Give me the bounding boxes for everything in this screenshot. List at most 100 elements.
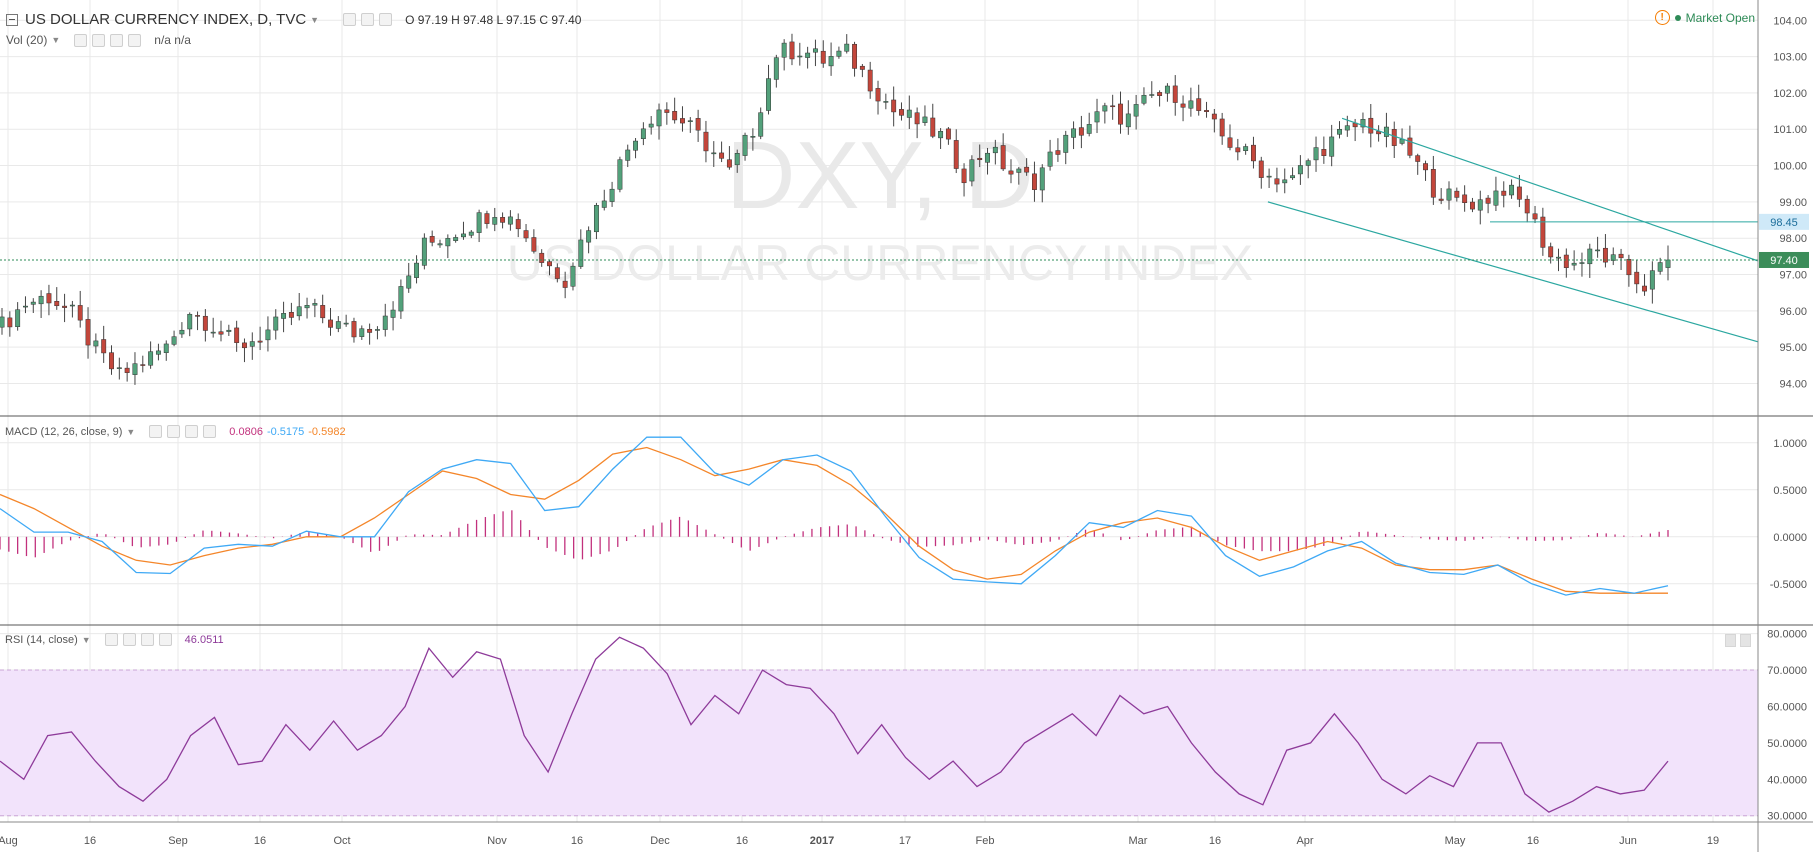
candle[interactable] — [1399, 128, 1405, 146]
candle[interactable] — [1501, 181, 1507, 208]
candle[interactable] — [1118, 91, 1123, 134]
candle[interactable] — [1172, 75, 1178, 116]
candle[interactable] — [625, 144, 631, 168]
candle[interactable] — [797, 42, 803, 66]
close-icon[interactable] — [379, 13, 393, 26]
candle[interactable] — [109, 345, 114, 375]
candle[interactable] — [1266, 168, 1272, 188]
candle[interactable] — [562, 271, 568, 299]
rsi-line[interactable] — [0, 636, 1669, 813]
candle[interactable] — [1125, 100, 1131, 135]
candle[interactable] — [1477, 190, 1483, 225]
candle[interactable] — [1493, 176, 1499, 211]
candle[interactable] — [116, 357, 122, 380]
candle[interactable] — [1094, 98, 1100, 134]
move-up-icon[interactable] — [1725, 634, 1736, 647]
chevron-down-icon[interactable]: ▼ — [51, 35, 61, 45]
candle[interactable] — [1524, 195, 1530, 223]
candle[interactable] — [1470, 197, 1475, 213]
candle[interactable] — [1462, 185, 1468, 212]
candle[interactable] — [281, 301, 287, 333]
candle[interactable] — [179, 322, 185, 338]
candle[interactable] — [304, 297, 310, 319]
candle[interactable] — [687, 117, 693, 133]
candle[interactable] — [1602, 234, 1608, 268]
candle[interactable] — [46, 284, 52, 316]
candle[interactable] — [773, 54, 779, 88]
candle[interactable] — [1610, 247, 1616, 266]
candle[interactable] — [140, 355, 146, 373]
chevron-down-icon[interactable]: ▼ — [81, 634, 91, 645]
candle[interactable] — [445, 234, 451, 259]
candle[interactable] — [453, 234, 459, 243]
candle[interactable] — [969, 155, 975, 187]
candle[interactable] — [844, 34, 850, 54]
candle[interactable] — [734, 149, 740, 173]
candle[interactable] — [374, 326, 380, 340]
candle[interactable] — [750, 128, 756, 151]
candle[interactable] — [961, 163, 967, 197]
candle[interactable] — [1383, 112, 1389, 148]
candle[interactable] — [945, 127, 951, 145]
chevron-down-icon[interactable]: ▼ — [126, 426, 136, 437]
candle[interactable] — [828, 42, 834, 76]
candle[interactable] — [1509, 179, 1515, 199]
candle[interactable] — [977, 144, 983, 168]
candle[interactable] — [867, 61, 873, 99]
candle[interactable] — [507, 210, 513, 231]
candle[interactable] — [930, 103, 936, 139]
candle[interactable] — [1563, 248, 1569, 278]
candle[interactable] — [539, 249, 545, 267]
candle[interactable] — [938, 128, 944, 149]
settings-icon[interactable] — [361, 13, 375, 26]
candle[interactable] — [1329, 124, 1335, 167]
channel-line-lower[interactable] — [1267, 201, 1759, 343]
close-icon[interactable] — [158, 633, 172, 646]
candle[interactable] — [1415, 153, 1421, 175]
candle[interactable] — [899, 102, 904, 121]
candle[interactable] — [500, 212, 506, 229]
candle[interactable] — [0, 308, 5, 335]
macd-pane[interactable] — [0, 436, 1669, 596]
candle[interactable] — [812, 39, 818, 67]
candle[interactable] — [429, 230, 435, 247]
market-status[interactable]: ! Market Open — [1654, 10, 1755, 25]
candle[interactable] — [875, 80, 881, 115]
candle[interactable] — [132, 352, 138, 385]
candle[interactable] — [953, 129, 959, 174]
candle[interactable] — [7, 311, 13, 337]
candle[interactable] — [1321, 136, 1327, 164]
candle[interactable] — [1297, 155, 1303, 185]
candle[interactable] — [1133, 94, 1139, 130]
candle[interactable] — [985, 147, 990, 175]
candle[interactable] — [1540, 207, 1546, 256]
candle[interactable] — [836, 46, 842, 59]
candle[interactable] — [195, 311, 200, 331]
candle[interactable] — [163, 340, 169, 361]
candle[interactable] — [1423, 160, 1428, 181]
candle[interactable] — [242, 338, 247, 363]
candle[interactable] — [695, 109, 701, 142]
eye-icon[interactable] — [104, 633, 118, 646]
candle[interactable] — [343, 314, 349, 327]
candle[interactable] — [1344, 115, 1350, 137]
candle[interactable] — [992, 139, 998, 165]
eye-icon[interactable] — [74, 33, 88, 47]
candle[interactable] — [1446, 181, 1452, 210]
candle[interactable] — [461, 221, 466, 240]
candle[interactable] — [1337, 121, 1342, 139]
candle[interactable] — [586, 226, 592, 254]
candle[interactable] — [468, 229, 474, 239]
candle[interactable] — [234, 320, 240, 352]
volume-label[interactable]: Vol (20) — [6, 33, 48, 47]
candle[interactable] — [820, 40, 826, 68]
candle[interactable] — [1211, 108, 1217, 133]
macd-signal-line[interactable] — [0, 446, 1668, 594]
candle[interactable] — [93, 333, 99, 354]
macd-label[interactable]: MACD (12, 26, close, 9) — [5, 425, 123, 438]
candle[interactable] — [124, 362, 130, 382]
candle[interactable] — [1102, 102, 1108, 124]
candle[interactable] — [1391, 121, 1397, 158]
candle[interactable] — [1024, 158, 1030, 176]
candle[interactable] — [617, 156, 623, 193]
